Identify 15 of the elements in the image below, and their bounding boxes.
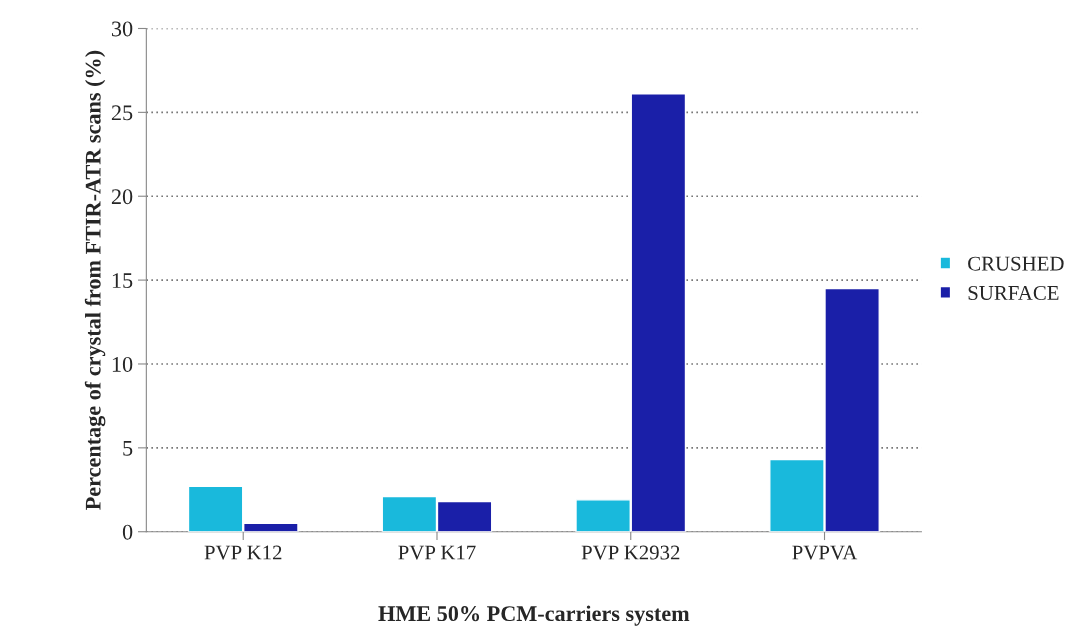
y-tick-label: 15	[112, 273, 133, 289]
x-tick-label: PVP K17	[398, 545, 476, 560]
x-axis-title: HME 50% PCM-carriers system	[378, 605, 690, 626]
x-tick-label: PVP K2932	[581, 545, 680, 560]
y-tick-label: 30	[111, 21, 133, 37]
x-tick-label: PVPVA	[792, 545, 858, 560]
y-axis-title: Percentage of crystal from FTIR-ATR scans (%)	[84, 50, 106, 510]
legend-label: SURFACE	[968, 285, 1059, 300]
x-tick-label: PVP K12	[204, 545, 282, 560]
y-tick-label: 0	[122, 524, 133, 540]
y-tick-label: 25	[111, 105, 133, 121]
y-tick-label: 5	[123, 441, 133, 456]
y-tick-label: 10	[112, 356, 133, 372]
legend-label: CRUSHED	[968, 256, 1064, 271]
y-tick-label: 20	[111, 189, 133, 205]
